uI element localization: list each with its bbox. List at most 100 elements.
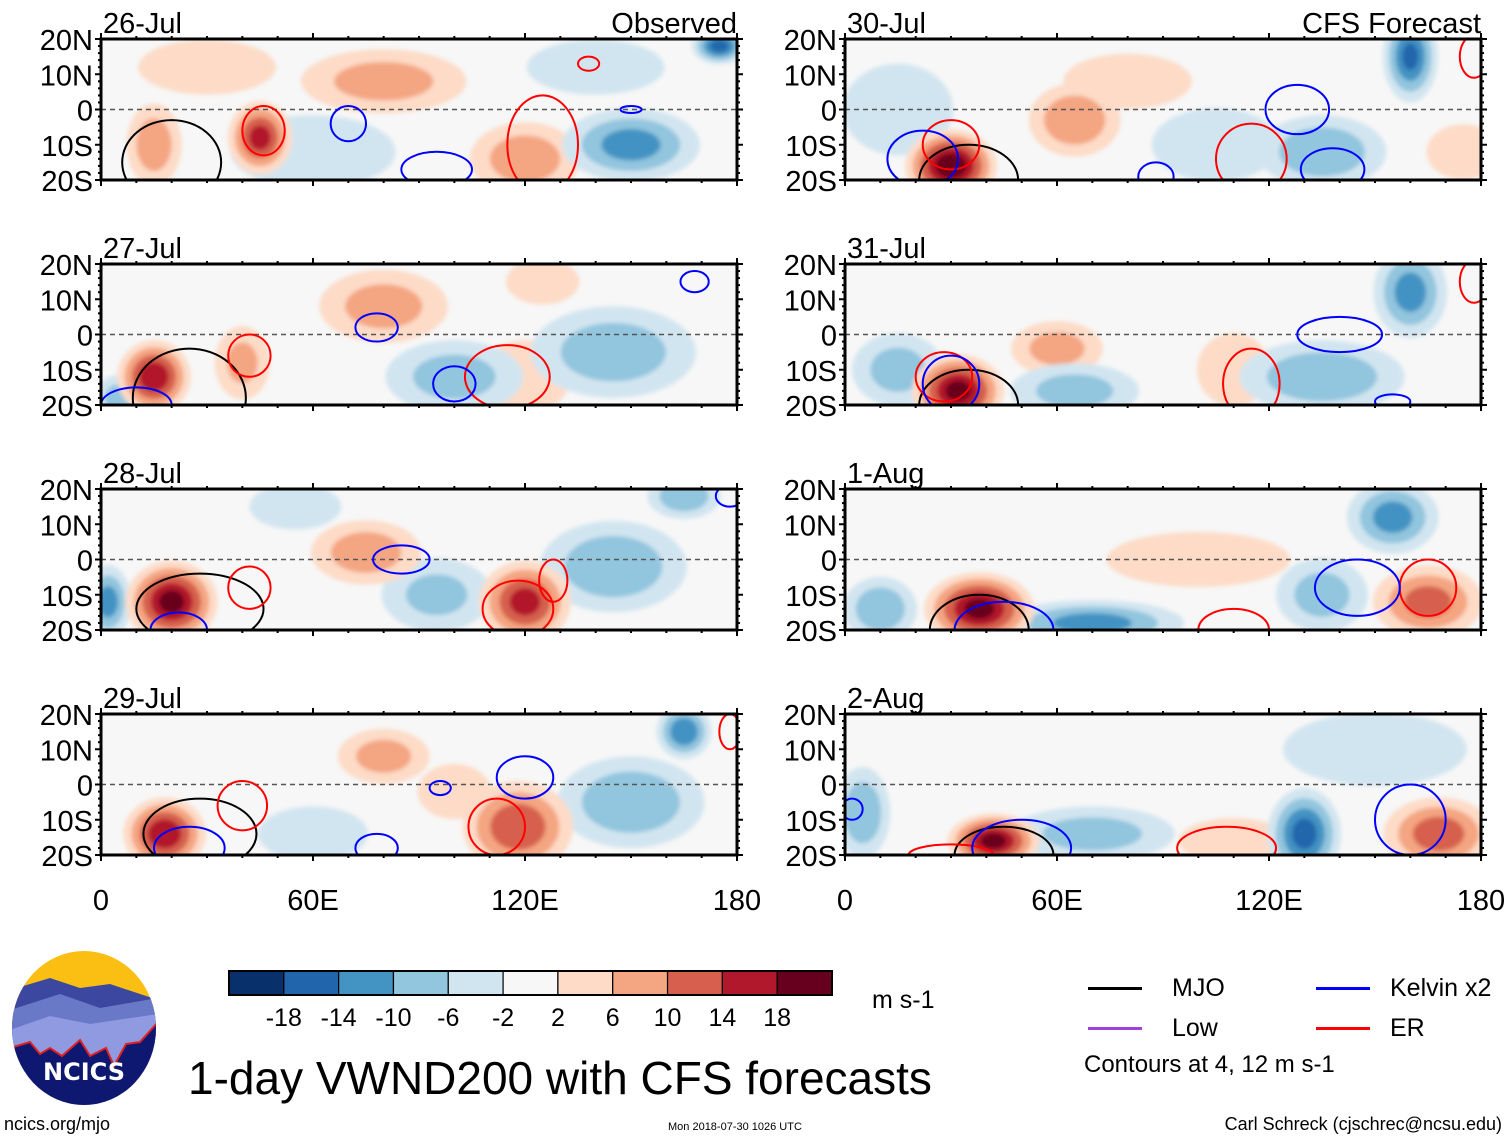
contour-kelvin [372, 544, 431, 575]
y-tick-label: 10N [40, 60, 93, 92]
anomaly-fill [1426, 124, 1481, 180]
anomaly-fill [1294, 572, 1350, 617]
contour-er [1176, 825, 1278, 855]
anomaly-fill [964, 598, 995, 619]
colorbar: -18 -14 -10 -6 -2 2 6 10 14 18 [228, 970, 833, 1032]
contour-er [538, 558, 569, 603]
panel-date: 27-Jul [103, 233, 182, 265]
contour-kelvin [1299, 147, 1366, 180]
contour-kelvin [1264, 83, 1331, 136]
contour-kelvin [1313, 558, 1401, 617]
anomaly-fill [490, 803, 546, 850]
contour-mjo [918, 368, 1020, 405]
anomaly-fill [564, 536, 663, 598]
contour-er [577, 55, 601, 72]
contour-er [227, 333, 272, 378]
contour-kelvin [886, 129, 960, 180]
x-tick-label: 180 [713, 885, 761, 917]
anomaly-fill [249, 125, 271, 150]
panel-date: 2-Aug [847, 683, 924, 715]
anomaly-fill [227, 342, 258, 384]
panel-date: 26-Jul [103, 8, 182, 40]
anomaly-fill [505, 264, 580, 305]
colorbar-box [666, 970, 723, 996]
colorbar-frame [228, 970, 833, 996]
y-tick-label: 0 [821, 546, 837, 578]
anomaly-fill [1178, 817, 1289, 855]
anomaly-fill [334, 62, 434, 101]
colorbar-label: 14 [708, 1004, 736, 1032]
anomaly-fill [406, 574, 468, 616]
contour-er [506, 94, 579, 180]
anomaly-fill [560, 322, 666, 382]
colorbar-box [447, 970, 504, 996]
x-tick-label: 0 [837, 885, 853, 917]
contour-kelvin [432, 365, 477, 403]
contour-kelvin [1137, 161, 1175, 180]
legend-line-kelvin [1316, 987, 1370, 990]
contour-kelvin [354, 832, 399, 855]
x-tick-label: 120E [1235, 885, 1303, 917]
contour-er [1215, 122, 1288, 180]
anomaly-fill [582, 771, 680, 833]
y-tick-label: 20S [41, 391, 93, 423]
anomaly-fill [509, 588, 541, 616]
y-tick-label: 10S [785, 131, 837, 163]
legend-line-mjo [1088, 987, 1142, 990]
anomaly-fill [1404, 586, 1452, 618]
footer-site-link[interactable]: ncics.org/mjo [4, 1114, 111, 1134]
colorbar-box [776, 970, 833, 996]
y-tick-label: 10S [785, 581, 837, 613]
y-tick-label: 10N [40, 735, 93, 767]
anomaly-fill [345, 284, 423, 329]
colorbar-box [228, 970, 285, 996]
colorbar-label: -18 [266, 1004, 302, 1032]
anomaly-fill [159, 590, 185, 614]
colorbar-box [557, 970, 614, 996]
anomaly-fill [101, 586, 118, 618]
x-tick-label: 120E [491, 885, 559, 917]
anomaly-fill [526, 39, 665, 95]
y-tick-label: 10N [784, 285, 837, 317]
anomaly-fill [855, 587, 905, 630]
y-tick-label: 10N [40, 510, 93, 542]
anomaly-fill [1029, 332, 1085, 366]
anomaly-fill [1151, 108, 1281, 180]
colorbar-box [392, 970, 449, 996]
contour-mjo [918, 143, 1020, 180]
anomaly-fill [1283, 714, 1467, 786]
contour-er [227, 565, 272, 610]
contour-kelvin [1296, 315, 1384, 354]
y-tick-label: 20S [785, 166, 837, 198]
y-tick-label: 0 [821, 771, 837, 803]
y-tick-label: 20S [41, 616, 93, 648]
contour-kelvin [153, 825, 226, 855]
legend-line-low [1088, 1027, 1142, 1030]
contour-mjo [135, 572, 265, 630]
anomaly-fill [1292, 818, 1317, 850]
anomaly-fill [138, 39, 276, 95]
colorbar-box [721, 970, 778, 996]
main-title: 1-day VWND200 with CFS forecasts [188, 1052, 932, 1104]
anomaly-fill [1402, 43, 1419, 71]
contour-kelvin [329, 104, 368, 143]
y-tick-label: 20S [785, 616, 837, 648]
y-tick-label: 20N [784, 700, 837, 732]
legend-label-mjo: MJO [1172, 974, 1225, 1002]
footer-timestamp: Mon 2018-07-30 1026 UTC [668, 1121, 802, 1133]
panel-column-label: CFS Forecast [1302, 8, 1481, 40]
y-tick-label: 10S [41, 806, 93, 838]
y-tick-label: 10N [784, 510, 837, 542]
anomaly-fill [659, 489, 709, 512]
anomaly-fill [1372, 501, 1413, 533]
contour-er [481, 579, 555, 630]
contour-kelvin [428, 779, 452, 797]
contour-er [914, 351, 974, 403]
anomaly-fill [1412, 816, 1465, 851]
anomaly-fill [1042, 817, 1142, 851]
